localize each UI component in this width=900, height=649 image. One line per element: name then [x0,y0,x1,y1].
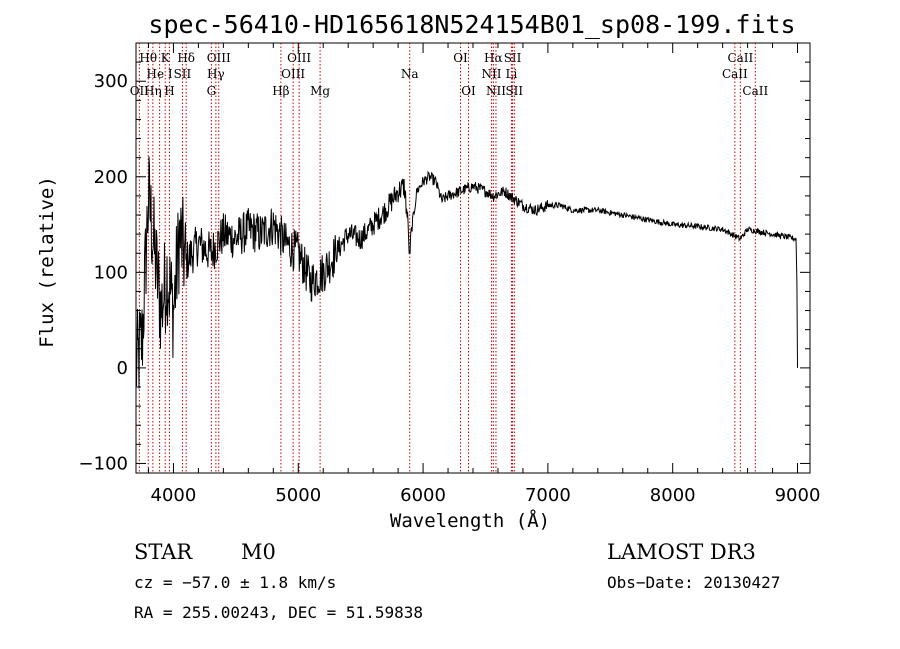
spectral-line-label: SII [505,84,523,98]
spectral-line-label: NII [486,84,506,98]
y-tick-label: 0 [117,358,128,379]
spectral-line-label: CaII [727,51,753,65]
y-axis-ticks: −100 0 100 200 300 [79,61,810,474]
spectral-line-label: Hδ [177,51,195,65]
spectral-line-label: Na [401,67,419,81]
x-tick-label: 6000 [400,485,446,506]
x-tick-label: 9000 [775,485,821,506]
x-axis-label: Wavelength (Å) [390,509,550,532]
spectral-line-label: Hη [144,84,162,98]
x-tick-label: 8000 [650,485,696,506]
spectral-line-label: Hα [484,51,503,65]
x-tick-label: 7000 [525,485,571,506]
x-tick-label: 4000 [151,485,197,506]
spectral-line-label: Hβ [272,84,289,98]
chart-title: spec-56410-HD165618N524154B01_sp08-199.f… [148,10,795,39]
spectral-line-label: OI [453,51,468,65]
y-tick-label: 200 [94,167,128,188]
spectral-line-label: Li [506,67,518,81]
spectral-line-label: OIII [281,67,305,81]
spectral-line-label: H [164,84,174,98]
y-tick-label: 100 [94,262,128,283]
spectral-line-label: G [207,84,217,98]
spectral-line-label: SII [504,51,522,65]
obs-date: Obs−Date: 20130427 [607,573,780,592]
coordinates-text: RA = 255.00243, DEC = 51.59838 [134,603,423,622]
redshift-text: cz = −57.0 ± 1.8 km/s [134,573,336,592]
x-axis-ticks: 4000 5000 6000 7000 8000 9000 [147,43,821,506]
spectral-line-label: CaII [722,67,748,81]
spectral-line-label: OIII [287,51,311,65]
spectral-line-label: OI [461,84,476,98]
spectral-line-label: CaII [742,84,768,98]
spectral-line-label: OIII [207,51,231,65]
spectral-line-label: NII [481,67,501,81]
spectral-line-label: Hθ [139,51,157,65]
y-axis-label: Flux (relative) [36,176,58,348]
spectral-line-label: K [161,51,171,65]
object-class: STAR [134,540,193,564]
spectral-line-label: OII [130,84,150,98]
y-tick-label: −100 [79,453,128,474]
spectrum-line [135,156,798,389]
spectrum-trace-group [135,156,798,389]
spectral-line-label: SII [174,67,192,81]
spectral-line-label: Mg [310,84,330,98]
survey-name: LAMOST DR3 [607,540,756,564]
x-tick-label: 5000 [275,485,321,506]
spectral-line-label: Hγ [207,67,225,81]
spectral-line-label: He I [147,67,173,81]
y-tick-label: 300 [94,71,128,92]
object-subclass: M0 [241,540,276,564]
